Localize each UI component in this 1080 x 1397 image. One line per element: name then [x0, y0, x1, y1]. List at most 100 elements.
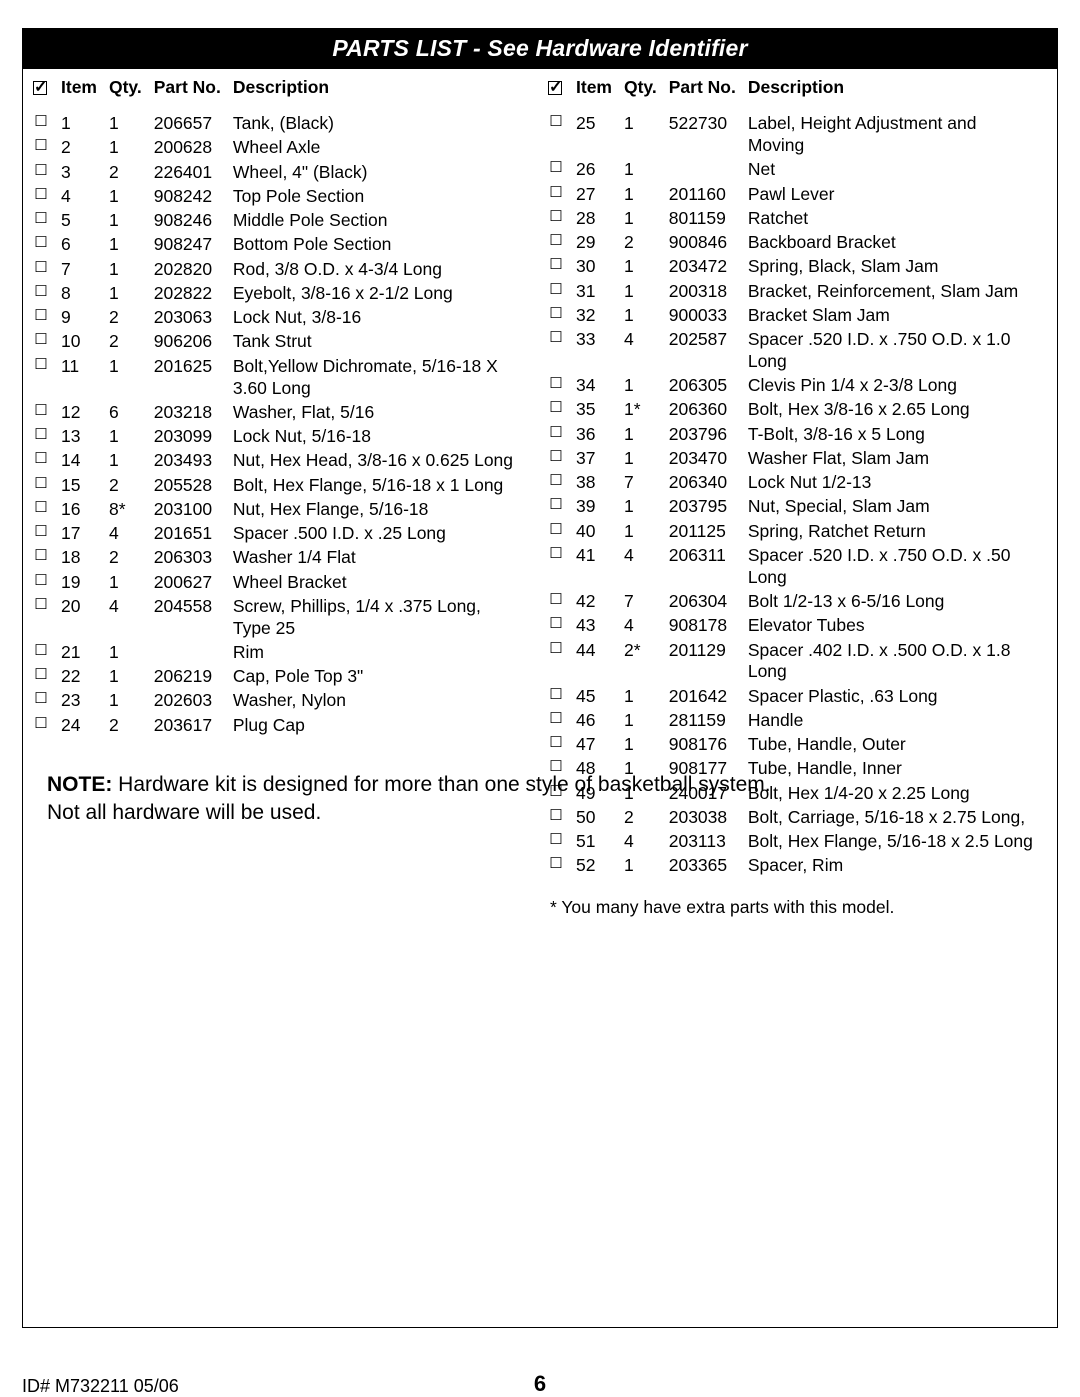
checkbox[interactable]: ☐: [27, 714, 55, 738]
qty-cell: 1: [103, 209, 148, 233]
check-header: [542, 75, 570, 112]
checkbox[interactable]: ☐: [27, 258, 55, 282]
checkmark-icon: [33, 81, 47, 95]
checkbox[interactable]: ☐: [542, 423, 570, 447]
checkbox[interactable]: ☐: [542, 374, 570, 398]
item-cell: 1: [55, 112, 103, 136]
desc-cell: Ratchet: [742, 207, 1042, 231]
checkbox[interactable]: ☐: [542, 685, 570, 709]
qty-cell: 1: [618, 255, 663, 279]
item-cell: 51: [570, 830, 618, 854]
item-cell: 13: [55, 425, 103, 449]
item-cell: 46: [570, 709, 618, 733]
checkbox[interactable]: ☐: [27, 546, 55, 570]
checkbox[interactable]: ☐: [542, 328, 570, 374]
qty-cell: 1: [618, 685, 663, 709]
checkbox[interactable]: ☐: [542, 255, 570, 279]
table-row: ☐281801159Ratchet: [542, 207, 1042, 231]
part-cell: 203099: [148, 425, 227, 449]
checkbox[interactable]: ☐: [542, 207, 570, 231]
checkbox[interactable]: ☐: [542, 158, 570, 182]
part-cell: 281159: [663, 709, 742, 733]
desc-cell: Tube, Handle, Inner: [742, 757, 1042, 781]
content-frame: PARTS LIST - See Hardware Identifier Ite…: [22, 28, 1058, 1328]
checkbox[interactable]: ☐: [542, 398, 570, 422]
checkbox[interactable]: ☐: [27, 282, 55, 306]
checkbox[interactable]: ☐: [542, 182, 570, 206]
item-cell: 37: [570, 447, 618, 471]
checkbox[interactable]: ☐: [27, 185, 55, 209]
checkbox[interactable]: ☐: [27, 498, 55, 522]
checkbox[interactable]: ☐: [542, 447, 570, 471]
checkbox[interactable]: ☐: [542, 520, 570, 544]
checkbox[interactable]: ☐: [27, 522, 55, 546]
checkbox[interactable]: ☐: [542, 590, 570, 614]
checkbox[interactable]: ☐: [542, 231, 570, 255]
qty-cell: 1: [618, 854, 663, 878]
table-row: ☐334202587Spacer .520 I.D. x .750 O.D. x…: [542, 328, 1042, 374]
part-cell: 200627: [148, 570, 227, 594]
desc-cell: Eyebolt, 3/8-16 x 2-1/2 Long: [227, 282, 527, 306]
desc-cell: Clevis Pin 1/4 x 2-3/8 Long: [742, 374, 1042, 398]
checkbox[interactable]: ☐: [27, 233, 55, 257]
checkbox[interactable]: ☐: [27, 425, 55, 449]
checkbox[interactable]: ☐: [27, 570, 55, 594]
qty-cell: 8*: [103, 498, 148, 522]
checkbox[interactable]: ☐: [542, 854, 570, 878]
checkbox[interactable]: ☐: [27, 112, 55, 136]
part-cell: 203365: [663, 854, 742, 878]
desc-cell: Washer Flat, Slam Jam: [742, 447, 1042, 471]
item-cell: 22: [55, 665, 103, 689]
checkbox[interactable]: ☐: [542, 709, 570, 733]
checkbox[interactable]: ☐: [27, 689, 55, 713]
checkbox[interactable]: ☐: [542, 471, 570, 495]
part-cell: 201129: [663, 638, 742, 684]
item-cell: 12: [55, 401, 103, 425]
checkbox[interactable]: ☐: [542, 614, 570, 638]
part-cell: 203113: [663, 830, 742, 854]
checkbox[interactable]: ☐: [27, 355, 55, 401]
table-row: ☐321900033Bracket Slam Jam: [542, 304, 1042, 328]
checkbox[interactable]: ☐: [27, 330, 55, 354]
desc-cell: Lock Nut 1/2-13: [742, 471, 1042, 495]
checkbox[interactable]: ☐: [542, 638, 570, 684]
checkbox[interactable]: ☐: [542, 733, 570, 757]
qty-cell: 1: [103, 355, 148, 401]
checkbox[interactable]: ☐: [542, 495, 570, 519]
desc-cell: Washer, Flat, 5/16: [227, 401, 527, 425]
table-row: ☐174201651Spacer .500 I.D. x .25 Long: [27, 522, 527, 546]
item-cell: 34: [570, 374, 618, 398]
checkbox[interactable]: ☐: [27, 161, 55, 185]
table-row: ☐442*201129Spacer .402 I.D. x .500 O.D. …: [542, 638, 1042, 684]
qty-header: Qty.: [103, 75, 148, 112]
checkbox[interactable]: ☐: [542, 112, 570, 158]
desc-cell: Tank, (Black): [227, 112, 527, 136]
table-row: ☐361203796T-Bolt, 3/8-16 x 5 Long: [542, 423, 1042, 447]
desc-cell: Lock Nut, 3/8-16: [227, 306, 527, 330]
qty-cell: 1: [618, 495, 663, 519]
part-cell: 206303: [148, 546, 227, 570]
checkbox[interactable]: ☐: [27, 136, 55, 160]
checkbox[interactable]: ☐: [542, 544, 570, 590]
table-row: ☐471908176Tube, Handle, Outer: [542, 733, 1042, 757]
checkbox[interactable]: ☐: [27, 209, 55, 233]
parts-table-right: Item Qty. Part No. Description ☐25152273…: [542, 75, 1042, 879]
checkbox[interactable]: ☐: [27, 473, 55, 497]
checkbox[interactable]: ☐: [27, 306, 55, 330]
table-row: ☐261Net: [542, 158, 1042, 182]
desc-cell: Bracket, Reinforcement, Slam Jam: [742, 279, 1042, 303]
desc-cell: Wheel Bracket: [227, 570, 527, 594]
qty-cell: 1: [103, 112, 148, 136]
desc-cell: Bolt, Carriage, 5/16-18 x 2.75 Long,: [742, 806, 1042, 830]
checkbox[interactable]: ☐: [27, 449, 55, 473]
desc-cell: Top Pole Section: [227, 185, 527, 209]
table-row: ☐292900846Backboard Bracket: [542, 231, 1042, 255]
checkbox[interactable]: ☐: [27, 595, 55, 641]
checkbox[interactable]: ☐: [542, 830, 570, 854]
checkbox[interactable]: ☐: [27, 665, 55, 689]
checkbox[interactable]: ☐: [542, 279, 570, 303]
checkbox[interactable]: ☐: [542, 304, 570, 328]
checkbox[interactable]: ☐: [27, 401, 55, 425]
qty-cell: 4: [618, 830, 663, 854]
checkbox[interactable]: ☐: [27, 641, 55, 665]
